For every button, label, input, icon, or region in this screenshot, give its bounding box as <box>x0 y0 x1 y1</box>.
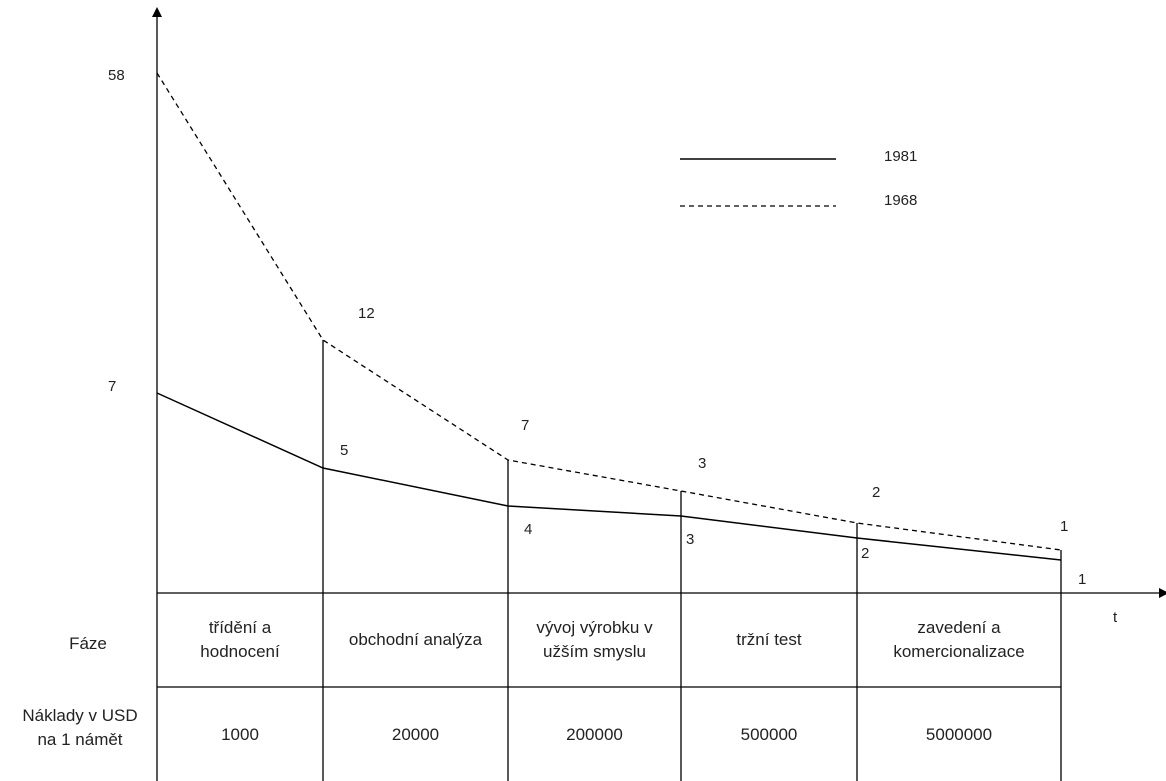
phase-cell: obchodní analýza <box>348 630 483 649</box>
data-label-1981: 7 <box>108 378 116 395</box>
data-label-1968: 58 <box>108 67 125 84</box>
data-label-1968: 3 <box>698 455 706 472</box>
cost-cell: 1000 <box>221 725 259 744</box>
data-label-1968: 7 <box>521 417 529 434</box>
legend-label-1968: 1968 <box>884 192 917 209</box>
legend-label-1981: 1981 <box>884 148 917 165</box>
data-label-1981: 2 <box>861 545 869 562</box>
data-label-1981: 3 <box>686 531 694 548</box>
series-line-1968 <box>156 72 1062 551</box>
phase-cell: třídění a hodnocení <box>200 618 280 661</box>
cost-cell: 20000 <box>391 725 440 744</box>
data-label-1968: 12 <box>358 305 375 322</box>
phase-cell: vývoj výrobku v užším smyslu <box>536 618 653 661</box>
phase-row-label: Fáze <box>69 634 107 653</box>
data-label-1981: 1 <box>1078 571 1086 588</box>
data-label-1968: 2 <box>872 484 880 501</box>
data-label-1968: 1 <box>1060 518 1068 535</box>
cost-cell: 200000 <box>566 725 623 744</box>
phase-cell: tržní test <box>736 630 802 649</box>
data-label-1981: 4 <box>524 521 532 538</box>
phase-cell: zavedení a komercionalizace <box>893 618 1025 661</box>
data-label-1981: 5 <box>340 442 348 459</box>
table-lines <box>157 593 1062 781</box>
cost-cell: 500000 <box>740 725 798 744</box>
cost-cell: 5000000 <box>925 725 993 744</box>
x-axis-label: t <box>1113 609 1118 626</box>
series-line-1981 <box>156 392 1062 561</box>
cost-row-label: Náklady v USD na 1 námět <box>22 706 138 749</box>
